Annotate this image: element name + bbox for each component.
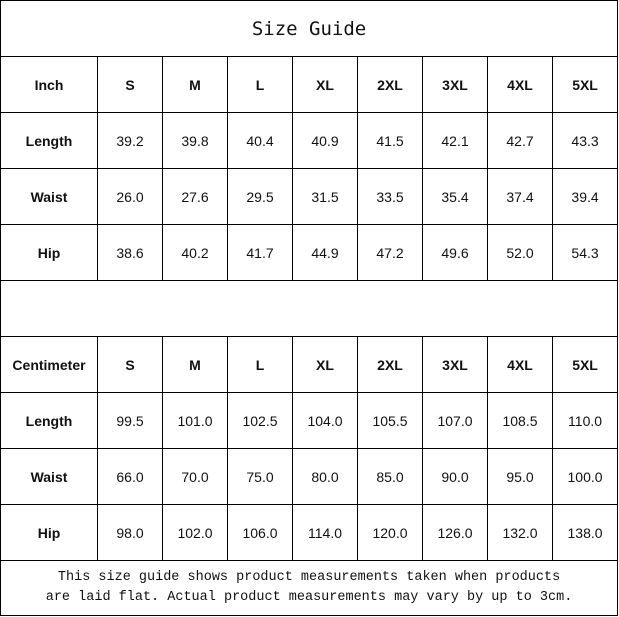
value-cell: 106.0 xyxy=(227,504,293,561)
size-header: 5XL xyxy=(551,336,619,393)
value-cell: 75.0 xyxy=(227,448,293,505)
value-cell: 107.0 xyxy=(422,392,488,449)
size-header: 2XL xyxy=(357,336,423,393)
value-cell: 44.9 xyxy=(292,224,358,281)
title-row: Size Guide xyxy=(0,0,619,57)
value-cell: 33.5 xyxy=(357,168,423,225)
value-cell: 29.5 xyxy=(227,168,293,225)
value-cell: 98.0 xyxy=(97,504,163,561)
value-cell: 49.6 xyxy=(422,224,488,281)
row-label: Hip xyxy=(0,224,98,281)
row-label: Hip xyxy=(0,504,98,561)
table-row: Waist 26.0 27.6 29.5 31.5 33.5 35.4 37.4 39.4 xyxy=(0,168,619,225)
header-row: Inch S M L XL 2XL 3XL 4XL 5XL xyxy=(0,56,619,113)
page-title: Size Guide xyxy=(0,0,619,57)
value-cell: 120.0 xyxy=(357,504,423,561)
value-cell: 100.0 xyxy=(551,448,619,505)
value-cell: 38.6 xyxy=(97,224,163,281)
size-header: 4XL xyxy=(487,56,553,113)
value-cell: 102.0 xyxy=(162,504,228,561)
value-cell: 108.5 xyxy=(487,392,553,449)
value-cell: 114.0 xyxy=(292,504,358,561)
size-header: L xyxy=(227,56,293,113)
value-cell: 66.0 xyxy=(97,448,163,505)
value-cell: 43.3 xyxy=(551,112,619,169)
value-cell: 52.0 xyxy=(487,224,553,281)
spacer-row xyxy=(0,280,619,337)
header-row: Centimeter S M L XL 2XL 3XL 4XL 5XL xyxy=(0,336,619,393)
value-cell: 126.0 xyxy=(422,504,488,561)
table-row: Length 39.2 39.8 40.4 40.9 41.5 42.1 42.7 43.3 xyxy=(0,112,619,169)
table-row: Hip 98.0 102.0 106.0 114.0 120.0 126.0 132.0 138… xyxy=(0,504,619,561)
value-cell: 101.0 xyxy=(162,392,228,449)
value-cell: 104.0 xyxy=(292,392,358,449)
value-cell: 27.6 xyxy=(162,168,228,225)
value-cell: 95.0 xyxy=(487,448,553,505)
value-cell: 40.4 xyxy=(227,112,293,169)
value-cell: 40.9 xyxy=(292,112,358,169)
size-header: XL xyxy=(292,56,358,113)
row-label: Length xyxy=(0,112,98,169)
value-cell: 26.0 xyxy=(97,168,163,225)
value-cell: 80.0 xyxy=(292,448,358,505)
value-cell: 138.0 xyxy=(551,504,619,561)
value-cell: 41.7 xyxy=(227,224,293,281)
value-cell: 35.4 xyxy=(422,168,488,225)
row-label: Length xyxy=(0,392,98,449)
size-header: 3XL xyxy=(422,336,488,393)
size-header: S xyxy=(97,56,163,113)
value-cell: 47.2 xyxy=(357,224,423,281)
value-cell: 99.5 xyxy=(97,392,163,449)
value-cell: 54.3 xyxy=(551,224,619,281)
measurement-note: This size guide shows product measuremen… xyxy=(0,560,619,616)
size-header: 3XL xyxy=(422,56,488,113)
row-label: Waist xyxy=(0,168,98,225)
value-cell: 70.0 xyxy=(162,448,228,505)
value-cell: 41.5 xyxy=(357,112,423,169)
size-header: 4XL xyxy=(487,336,553,393)
size-header: L xyxy=(227,336,293,393)
value-cell: 39.4 xyxy=(551,168,619,225)
size-header: 5XL xyxy=(551,56,619,113)
value-cell: 31.5 xyxy=(292,168,358,225)
value-cell: 110.0 xyxy=(551,392,619,449)
unit-header: Centimeter xyxy=(0,336,98,393)
note-line-2: are laid flat. Actual product measuremen… xyxy=(45,590,573,605)
value-cell: 132.0 xyxy=(487,504,553,561)
row-label: Waist xyxy=(0,448,98,505)
value-cell: 39.8 xyxy=(162,112,228,169)
value-cell: 40.2 xyxy=(162,224,228,281)
value-cell: 42.1 xyxy=(422,112,488,169)
size-header: 2XL xyxy=(357,56,423,113)
note-row: This size guide shows product measuremen… xyxy=(0,560,619,616)
value-cell: 90.0 xyxy=(422,448,488,505)
unit-header: Inch xyxy=(0,56,98,113)
value-cell: 85.0 xyxy=(357,448,423,505)
value-cell: 42.7 xyxy=(487,112,553,169)
table-row: Hip 38.6 40.2 41.7 44.9 47.2 49.6 52.0 54.3 xyxy=(0,224,619,281)
size-header: M xyxy=(162,336,228,393)
table-row: Waist 66.0 70.0 75.0 80.0 85.0 90.0 95.0 100.0 xyxy=(0,448,619,505)
value-cell: 105.5 xyxy=(357,392,423,449)
size-header: M xyxy=(162,56,228,113)
size-header: S xyxy=(97,336,163,393)
table-row: Length 99.5 101.0 102.5 104.0 105.5 107.0 108.5… xyxy=(0,392,619,449)
spacer-cell xyxy=(0,280,619,337)
value-cell: 37.4 xyxy=(487,168,553,225)
size-header: XL xyxy=(292,336,358,393)
note-line-1: This size guide shows product measuremen… xyxy=(57,570,561,585)
value-cell: 102.5 xyxy=(227,392,293,449)
value-cell: 39.2 xyxy=(97,112,163,169)
